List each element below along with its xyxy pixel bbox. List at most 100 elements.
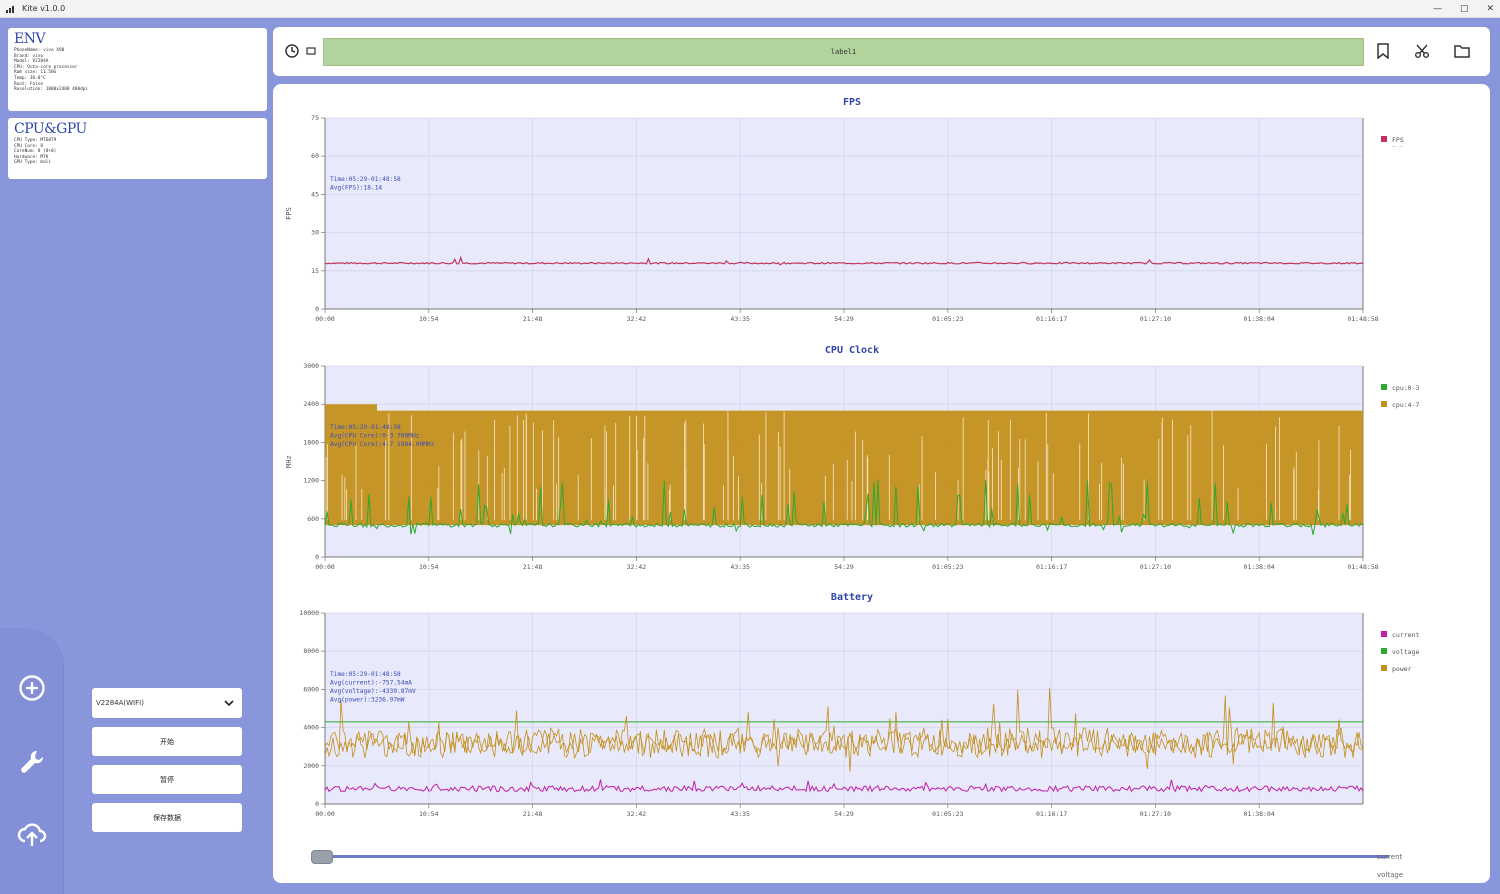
x-tick-label: 32:42 [627,563,647,571]
legend-label: cpu:4-7 [1392,401,1419,409]
avg-annotation: Time:05:29-01:48:58 [330,176,401,183]
y-tick-label: 1800 [303,438,319,446]
clock-icon[interactable] [283,42,301,60]
sidebar: ENV PhoneName: vivo X90 Brand: vivo Mode… [0,18,270,894]
zoom-slider-track[interactable] [313,855,1389,858]
scissors-icon[interactable] [1413,42,1431,60]
folder-icon[interactable] [1453,42,1471,60]
device-select[interactable]: V2284A(WIFI) [92,688,242,718]
env-line: Brand: vivo [14,53,44,59]
fps-chart: FPS 0 15 30 45 60 75 00:00 10:54 21:48 32:42 43:35 5… [273,90,1490,335]
x-tick-label: 43:35 [730,315,750,323]
y-tick-label: 45 [311,190,319,198]
cpugpu-heading: CPU&GPU [14,121,87,137]
legend-swatch [1381,648,1387,654]
y-tick-label: 600 [307,515,319,523]
legend-label: power [1392,665,1412,673]
env-card: ENV PhoneName: vivo X90 Brand: vivo Mode… [8,28,267,111]
env-line: Ram size: 11.50G [14,70,57,76]
plus-circle-icon[interactable] [16,672,48,704]
power-series-line [324,687,1364,772]
x-tick-label: 01:48:58 [1347,315,1378,323]
legend-swatch [1381,665,1387,671]
pause-button[interactable]: 暂停 [92,765,242,794]
y-tick-label: 2000 [303,762,319,770]
legend-swatch [1381,631,1387,637]
cpugpu-line: GPU Type: mali [14,160,52,166]
minimize-button[interactable]: — [1432,4,1442,14]
y-tick-label: 30 [311,229,319,237]
x-tick-label: 43:35 [730,563,750,571]
battery-chart: Battery 0 2000 4000 6000 8000 10000 00:00 10:54 2… [273,585,1490,830]
save-data-button[interactable]: 保存数据 [92,803,242,832]
maximize-button[interactable]: ▢ [1459,4,1469,14]
chevron-down-icon [224,700,234,706]
x-tick-label: 01:27:10 [1140,810,1171,818]
avg-annotation: Avg(current):-757.54mA [330,680,412,687]
power-series-line [324,710,1364,754]
label-input[interactable]: label1 [323,38,1364,66]
start-button[interactable]: 开始 [92,727,242,756]
x-tick-label: 01:38:04 [1244,810,1275,818]
legend-label: voltage [1392,648,1419,656]
x-tick-label: 01:16:17 [1036,563,1067,571]
y-tick-label: 3000 [303,362,319,370]
x-tick-label: 01:16:17 [1036,315,1067,323]
y-tick-label: 10000 [299,609,319,617]
env-heading: ENV [14,31,46,47]
x-tick-label: 21:48 [523,315,543,323]
x-tick-label: 54:29 [834,315,854,323]
control-panel: V2284A(WIFI) 开始 暂停 保存数据 [92,688,242,832]
x-tick-label: 01:05:23 [932,563,963,571]
wrench-icon[interactable] [16,746,48,778]
slider-legend-item: current [1377,853,1403,861]
x-tick-label: 01:05:23 [932,810,963,818]
avg-annotation: Avg(power):3236.97mW [330,697,405,704]
chart-svg: FPS 0 15 30 45 60 75 00:00 10:54 21:48 32:42 43:35 5… [285,97,1404,323]
env-line: CPU: Octa-core processor [14,64,78,70]
x-tick-label: 01:16:17 [1036,810,1067,818]
cpu-clock-chart: CPU Clock 0 600 1200 1800 2400 3000 00:00 10:54 2… [273,338,1490,583]
y-tick-label: 4000 [303,724,319,732]
legend-label: FPS [1392,136,1404,144]
cpugpu-line: Hardware: MTK [14,154,49,160]
cpu47-series-area [325,404,1363,526]
close-button[interactable]: ✕ [1486,4,1494,14]
y-tick-label: 75 [311,114,319,122]
legend-label: cpu:0-3 [1392,384,1419,392]
y-axis-label: MHz [285,455,293,468]
env-line: Model: V2284A [14,59,49,65]
x-tick-label: 01:05:23 [932,315,963,323]
chart-title: CPU Clock [825,345,879,356]
cpugpu-line: CPU Core: 8 [14,143,44,149]
y-tick-label: 0 [315,800,319,808]
chart-title: FPS [843,97,861,108]
avg-annotation: Avg(FPS):18.14 [330,185,382,192]
x-tick-label: 00:00 [315,563,335,571]
avg-annotation: Time:05:29-01:48:58 [330,671,401,678]
avg-annotation: Avg(CPU Core):0-3 700MHz [330,433,420,440]
cpugpu-card: CPU&GPU CPU Type: MT6879 CPU Core: 8 Cor… [8,118,267,179]
y-tick-label: 60 [311,152,319,160]
cpu03-series-line [324,479,1364,535]
cloud-upload-icon[interactable] [16,818,48,850]
x-tick-label: 21:48 [523,810,543,818]
x-tick-label: 00:00 [315,315,335,323]
x-tick-label: 10:54 [419,810,439,818]
avg-annotation: Avg(voltage):-4339.87mV [330,688,416,695]
slider-legend-item: voltage [1377,871,1404,879]
current-series-line [324,779,1364,793]
toolbar: label1 [273,27,1490,76]
x-tick-label: 00:00 [315,810,335,818]
x-tick-label: 01:38:04 [1244,315,1275,323]
save-icon[interactable] [1374,42,1392,60]
zoom-slider-handle[interactable] [311,850,333,864]
window-title: Kite v1.0.0 [22,4,66,13]
env-line: Resolution: 1080x2400 400dpi [14,87,89,93]
tag-icon[interactable] [305,42,317,60]
legend-swatch [1381,384,1387,390]
y-tick-label: 6000 [303,685,319,693]
x-tick-label: 43:35 [730,810,750,818]
legend-swatch [1381,401,1387,407]
legend-swatch [1381,136,1387,142]
